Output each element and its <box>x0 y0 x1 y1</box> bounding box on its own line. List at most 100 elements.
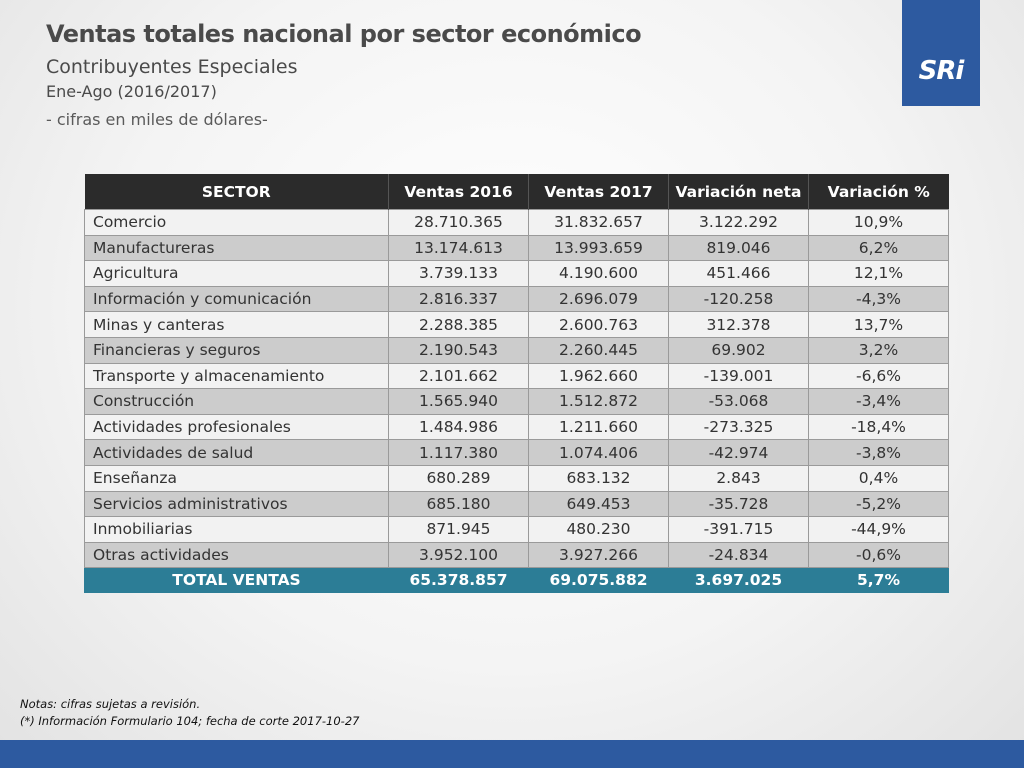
cell-ventas-2017: 683.132 <box>528 464 669 492</box>
total-row: TOTAL VENTAS 65.378.857 69.075.882 3.697.02… <box>84 567 949 594</box>
cell-variacion-pct: -44,9% <box>808 516 949 543</box>
cell-ventas-2016: 13.174.613 <box>388 234 529 262</box>
cell-variacion-neta: -53.068 <box>668 388 809 415</box>
total-cell-variacion-neta: 3.697.025 <box>668 567 809 594</box>
cell-ventas-2016: 2.190.543 <box>388 336 529 364</box>
table-row: Manufactureras 13.174.613 13.993.659 819.04… <box>84 234 949 262</box>
cell-ventas-2017: 3.927.266 <box>528 541 669 569</box>
total-cell-ventas-2017: 69.075.882 <box>528 567 669 594</box>
footer-bar <box>0 740 1024 768</box>
cell-variacion-pct: -5,2% <box>808 490 949 518</box>
cell-ventas-2016: 1.484.986 <box>388 413 529 441</box>
cell-ventas-2016: 685.180 <box>388 490 529 518</box>
table-row: Enseñanza 680.289 683.132 2.843 0,4% <box>84 464 949 492</box>
cell-ventas-2016: 3.952.100 <box>388 541 529 569</box>
cell-sector: Actividades de salud <box>84 439 389 466</box>
table-row: Minas y canteras 2.288.385 2.600.763 312.37… <box>84 311 949 338</box>
total-cell-ventas-2016: 65.378.857 <box>388 567 529 594</box>
cell-sector: Servicios administrativos <box>84 490 389 518</box>
cell-ventas-2016: 1.565.940 <box>388 388 529 415</box>
total-cell-sector: TOTAL VENTAS <box>84 567 389 594</box>
table-body: Comercio 28.710.365 31.832.657 3.122.292 10,… <box>84 209 949 594</box>
cell-ventas-2017: 1.211.660 <box>528 413 669 441</box>
cell-ventas-2016: 680.289 <box>388 464 529 492</box>
column-header-sector: SECTOR <box>84 174 389 210</box>
cell-variacion-neta: 451.466 <box>668 260 809 287</box>
table-row: Actividades profesionales 1.484.986 1.211.… <box>84 413 949 441</box>
cell-ventas-2017: 2.696.079 <box>528 285 669 313</box>
cell-sector: Manufactureras <box>84 234 389 262</box>
table-row: Otras actividades 3.952.100 3.927.266 -24.8… <box>84 541 949 569</box>
cell-sector: Construcción <box>84 388 389 415</box>
cell-ventas-2016: 3.739.133 <box>388 260 529 287</box>
cell-variacion-pct: -4,3% <box>808 285 949 313</box>
cell-variacion-neta: -42.974 <box>668 439 809 466</box>
cell-sector: Actividades profesionales <box>84 413 389 441</box>
page-title: Ventas totales nacional por sector econó… <box>46 20 642 48</box>
cell-variacion-neta: -24.834 <box>668 541 809 569</box>
cell-variacion-pct: -0,6% <box>808 541 949 569</box>
cell-variacion-neta: 2.843 <box>668 464 809 492</box>
cell-sector: Inmobiliarias <box>84 516 389 543</box>
cell-variacion-neta: -273.325 <box>668 413 809 441</box>
units-note: - cifras en miles de dólares- <box>46 110 268 129</box>
column-header-variacion-neta: Variación neta <box>668 174 809 210</box>
cell-sector: Financieras y seguros <box>84 336 389 364</box>
cell-ventas-2017: 1.074.406 <box>528 439 669 466</box>
table-row: Transporte y almacenamiento 2.101.662 1.96… <box>84 362 949 390</box>
cell-variacion-pct: -6,6% <box>808 362 949 390</box>
page-subtitle: Contribuyentes Especiales <box>46 56 298 78</box>
sri-logo: SRi <box>902 0 980 106</box>
cell-ventas-2016: 1.117.380 <box>388 439 529 466</box>
cell-ventas-2017: 2.260.445 <box>528 336 669 364</box>
cell-variacion-pct: -18,4% <box>808 413 949 441</box>
cell-variacion-pct: -3,8% <box>808 439 949 466</box>
table-row: Construcción 1.565.940 1.512.872 -53.068 -3,… <box>84 388 949 415</box>
cell-ventas-2016: 2.101.662 <box>388 362 529 390</box>
cell-variacion-neta: -391.715 <box>668 516 809 543</box>
period-label: Ene-Ago (2016/2017) <box>46 82 217 101</box>
cell-ventas-2016: 871.945 <box>388 516 529 543</box>
table-row: Información y comunicación 2.816.337 2.696… <box>84 285 949 313</box>
cell-ventas-2017: 4.190.600 <box>528 260 669 287</box>
cell-sector: Minas y canteras <box>84 311 389 338</box>
cell-ventas-2017: 2.600.763 <box>528 311 669 338</box>
cell-variacion-neta: -35.728 <box>668 490 809 518</box>
cell-variacion-neta: 69.902 <box>668 336 809 364</box>
cell-variacion-pct: 13,7% <box>808 311 949 338</box>
cell-ventas-2016: 2.816.337 <box>388 285 529 313</box>
column-header-ventas-2017: Ventas 2017 <box>528 174 669 210</box>
cell-variacion-neta: 3.122.292 <box>668 209 809 236</box>
cell-variacion-pct: 10,9% <box>808 209 949 236</box>
cell-ventas-2017: 1.512.872 <box>528 388 669 415</box>
footnote-source: (*) Información Formulario 104; fecha de… <box>20 714 360 728</box>
cell-ventas-2017: 13.993.659 <box>528 234 669 262</box>
cell-variacion-pct: 0,4% <box>808 464 949 492</box>
sales-table: SECTOR Ventas 2016 Ventas 2017 Variación… <box>84 174 949 594</box>
cell-sector: Enseñanza <box>84 464 389 492</box>
table-row: Comercio 28.710.365 31.832.657 3.122.292 10,… <box>84 209 949 236</box>
cell-sector: Otras actividades <box>84 541 389 569</box>
cell-variacion-neta: 819.046 <box>668 234 809 262</box>
cell-variacion-pct: 3,2% <box>808 336 949 364</box>
cell-sector: Información y comunicación <box>84 285 389 313</box>
cell-variacion-neta: -120.258 <box>668 285 809 313</box>
cell-variacion-pct: -3,4% <box>808 388 949 415</box>
footnote-revision: Notas: cifras sujetas a revisión. <box>20 697 201 711</box>
column-header-ventas-2016: Ventas 2016 <box>388 174 529 210</box>
table-row: Financieras y seguros 2.190.543 2.260.445 6… <box>84 336 949 364</box>
cell-variacion-neta: -139.001 <box>668 362 809 390</box>
table-row: Servicios administrativos 685.180 649.453-… <box>84 490 949 518</box>
cell-variacion-pct: 6,2% <box>808 234 949 262</box>
cell-ventas-2017: 31.832.657 <box>528 209 669 236</box>
footnotes: Notas: cifras sujetas a revisión. (*) In… <box>20 696 359 730</box>
cell-ventas-2017: 480.230 <box>528 516 669 543</box>
sri-logo-text: SRi <box>918 56 965 86</box>
cell-sector: Agricultura <box>84 260 389 287</box>
table-row: Actividades de salud 1.117.380 1.074.406 -4… <box>84 439 949 466</box>
cell-sector: Comercio <box>84 209 389 236</box>
table-row: Agricultura 3.739.133 4.190.600 451.466 12,1… <box>84 260 949 287</box>
cell-variacion-neta: 312.378 <box>668 311 809 338</box>
table-header-row: SECTOR Ventas 2016 Ventas 2017 Variación… <box>84 174 949 210</box>
column-header-variacion-pct: Variación % <box>808 174 949 210</box>
